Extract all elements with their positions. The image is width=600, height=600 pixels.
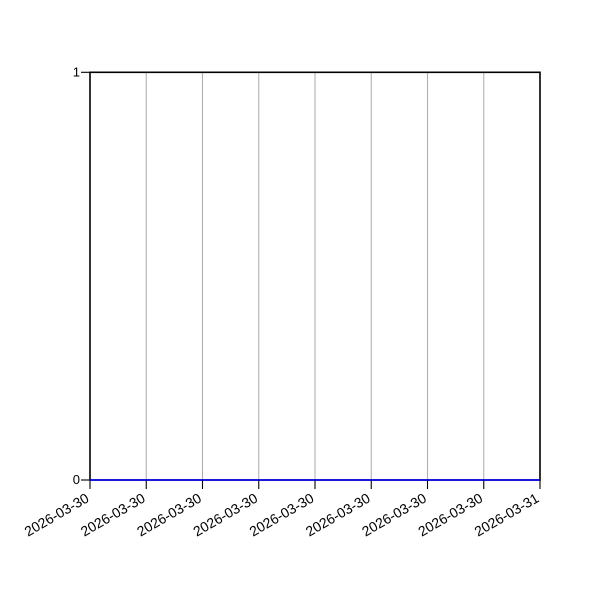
svg-text:0: 0: [73, 472, 80, 487]
svg-text:2026-03-31: 2026-03-31: [471, 490, 541, 540]
svg-text:1: 1: [73, 64, 80, 79]
